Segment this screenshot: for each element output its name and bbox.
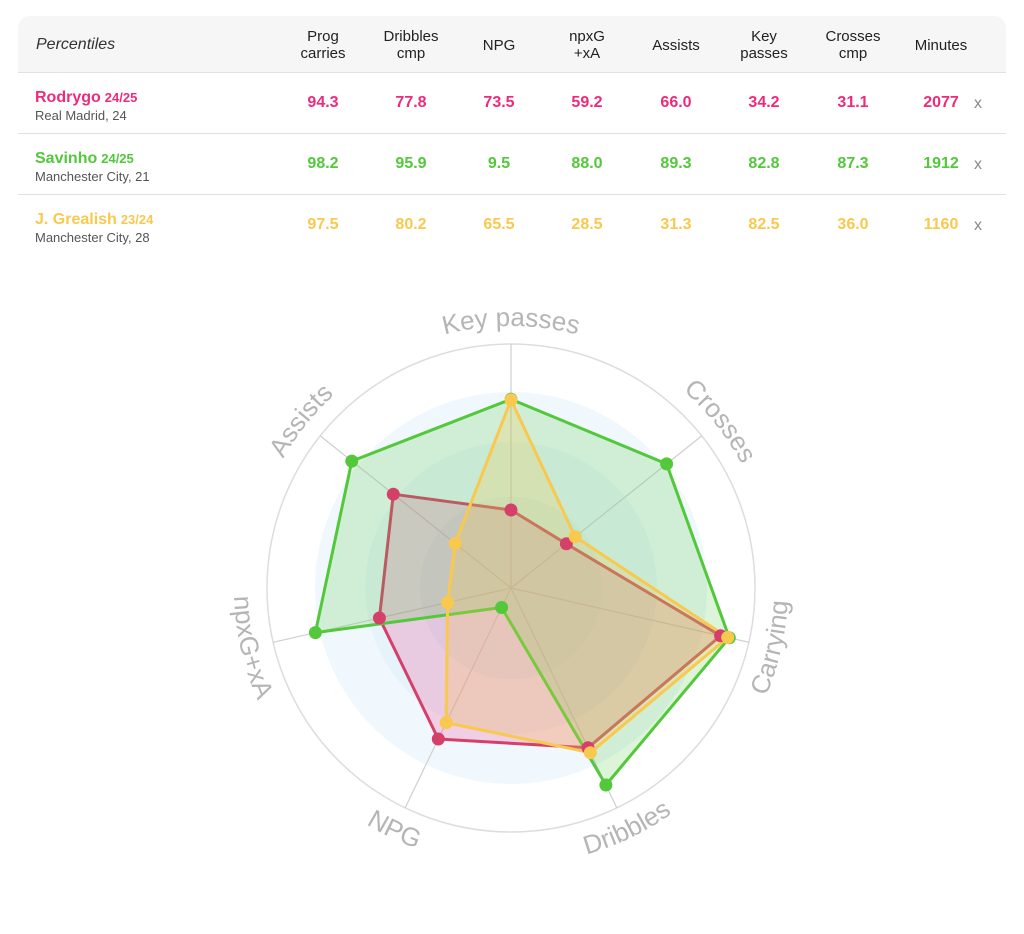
radar-point [559, 537, 573, 551]
stat-value: 1160 [923, 216, 959, 233]
player-season: 24/25 [101, 151, 134, 166]
table-row: Rodrygo 24/25 Real Madrid, 24 94.3 77.8 73.5 5… [18, 73, 1006, 134]
column-header-line: Crosses [825, 28, 881, 45]
radar-point [568, 530, 582, 544]
column-header-line: Dribbles [383, 28, 439, 45]
column-header-line: NPG [482, 37, 516, 54]
column-header-line: Prog [307, 28, 339, 45]
stat-value: 82.8 [748, 155, 780, 172]
radar-spoke [510, 587, 750, 643]
player-name: Savinho 24/25 [35, 150, 134, 168]
stat-value: 65.5 [483, 216, 515, 233]
radar-point [721, 631, 735, 644]
stat-value: 95.9 [395, 155, 427, 172]
stat-value: 73.5 [483, 94, 515, 111]
stat-value: 1912 [923, 155, 959, 172]
radar-series-area [444, 398, 730, 755]
stat-value: 59.2 [571, 94, 603, 111]
column-header: Crosses cmp [808, 28, 898, 62]
radar-point [345, 454, 359, 468]
radar-point [308, 626, 322, 640]
stat-value: 94.3 [307, 94, 339, 111]
radar-point [439, 716, 453, 730]
radar-series-area [313, 397, 731, 787]
stat-value: 89.3 [660, 155, 692, 172]
radar-point [504, 393, 518, 407]
radar-point [495, 601, 509, 614]
player-name-text: J. Grealish [35, 211, 117, 228]
table-title: Percentiles [36, 36, 116, 53]
radar-point [660, 457, 674, 471]
column-header: npxG +xA [542, 28, 632, 62]
remove-player-button[interactable]: x [974, 217, 982, 234]
stat-value: 28.5 [571, 216, 603, 233]
column-header-line: cmp [838, 45, 868, 62]
stat-value: 2077 [923, 94, 959, 111]
stat-value: 66.0 [660, 94, 692, 111]
player-name-text: Rodrygo [35, 89, 101, 106]
column-header: Assists [631, 37, 721, 54]
column-header: Key passes [719, 28, 809, 62]
remove-player-button[interactable]: x [974, 156, 982, 173]
stat-value: 31.3 [660, 216, 692, 233]
radar-series-area [377, 492, 723, 750]
player-club: Manchester City, 21 [35, 169, 150, 184]
stat-value: 80.2 [395, 216, 427, 233]
stat-value: 98.2 [307, 155, 339, 172]
axis-label-text: Key passes [439, 302, 583, 340]
column-header-line: Assists [652, 37, 700, 54]
stat-value: 87.3 [837, 155, 869, 172]
radar-point [431, 732, 445, 746]
stat-value: 34.2 [748, 94, 780, 111]
stat-value: 97.5 [307, 216, 339, 233]
column-header-line: Minutes [914, 37, 968, 54]
column-header: Prog carries [278, 28, 368, 62]
column-header: NPG [454, 37, 544, 54]
radar-spoke [404, 587, 512, 809]
radar-point [448, 537, 462, 550]
column-header: Dribbles cmp [366, 28, 456, 62]
column-header-line: cmp [396, 45, 426, 62]
player-season: 23/24 [120, 212, 154, 227]
player-club: Manchester City, 28 [35, 230, 150, 245]
column-header-line: passes [740, 45, 788, 62]
axis-label: Key passes [439, 302, 583, 340]
table-body: Rodrygo 24/25 Real Madrid, 24 94.3 77.8 73.5 5… [18, 73, 1006, 255]
radar-point [372, 611, 386, 625]
column-header-line: npxG [569, 28, 605, 45]
radar-point [386, 487, 400, 501]
remove-player-button[interactable]: x [974, 95, 982, 112]
table-header: Percentiles Prog carries Dribbles cmp NPG npx… [18, 16, 1006, 73]
stat-value: 36.0 [837, 216, 869, 233]
player-name-text: Savinho [35, 150, 98, 167]
player-club: Real Madrid, 24 [35, 108, 127, 123]
column-header: Minutes [896, 37, 986, 54]
table-row: Savinho 24/25 Manchester City, 21 98.2 95.9 9… [18, 134, 1006, 195]
column-header-line: Key [751, 28, 777, 45]
stat-value: 77.8 [395, 94, 427, 111]
percentiles-table: Percentiles Prog carries Dribbles cmp NPG npx… [18, 16, 1006, 255]
player-season: 24/25 [104, 90, 138, 105]
radar-point [504, 503, 518, 517]
stat-value: 88.0 [571, 155, 603, 172]
stat-value: 82.5 [748, 216, 780, 233]
column-header-line: +xA [573, 45, 601, 62]
stat-value: 9.5 [487, 155, 511, 172]
radar-point [441, 596, 455, 609]
radar-point [583, 746, 597, 760]
table-row: J. Grealish 23/24 Manchester City, 28 97.5 8… [18, 195, 1006, 255]
player-name: J. Grealish 23/24 [35, 211, 153, 229]
column-header-line: carries [300, 45, 346, 62]
stat-value: 31.1 [837, 94, 869, 111]
radar-point [599, 778, 613, 792]
player-name: Rodrygo 24/25 [35, 89, 137, 107]
